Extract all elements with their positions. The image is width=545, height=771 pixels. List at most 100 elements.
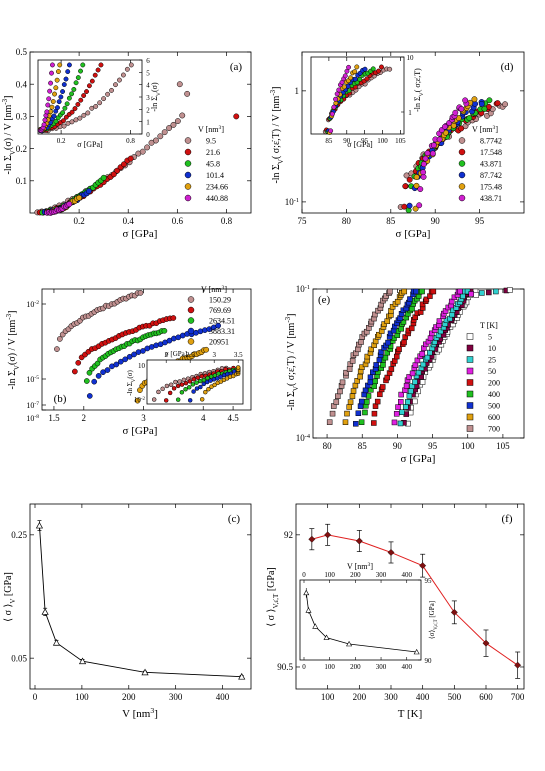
panel-b-inset-ytick-label: 10	[138, 362, 146, 370]
panel-e-point-500	[373, 362, 379, 368]
panel-e-point-700	[333, 399, 340, 405]
panel-d-inset-xtick-label: 90	[343, 137, 351, 145]
panel-a-point-440.88	[66, 201, 73, 208]
panel-a-inset-xtick-label: 0.8	[126, 137, 135, 145]
panel-e-point-600	[381, 321, 387, 327]
panel-e-point-700	[337, 388, 343, 395]
panel-d-inset-point-17.548	[379, 64, 384, 70]
panel-d-point-438.71	[420, 161, 427, 168]
panel-b-legend-marker	[187, 338, 195, 345]
panel-a-inset-point-45.8	[62, 105, 68, 111]
panel-a-legend-marker	[184, 183, 192, 190]
panel-e-point-500	[362, 387, 369, 394]
panel-e-point-700	[372, 311, 378, 318]
panel-a-inset-point-21.6	[78, 97, 84, 103]
panel-e-point-400	[382, 354, 389, 361]
panel-d-point-438.71	[422, 155, 429, 162]
panel-e-point-600	[347, 399, 354, 405]
panel-b-inset-point-150.29	[160, 386, 165, 392]
panel-a-ytick-label: 0.4	[16, 79, 28, 89]
panel-f-xlabel: T [K]	[398, 708, 423, 720]
panel-a-inset-point-9.5	[101, 96, 107, 102]
panel-a-inset-point-440.88	[49, 62, 55, 68]
panel-b-inset-point-769.69	[179, 382, 185, 387]
panel-a-legend-label: 101.4	[206, 171, 224, 180]
panel-f-marker	[324, 531, 332, 539]
panel-f-inset-marker	[303, 589, 310, 596]
panel-a-inset-point-440.88	[44, 109, 50, 115]
panel-d-inset-point-8.7742	[387, 66, 393, 72]
panel-b-legend-label: 20951	[209, 338, 229, 347]
panel-c-ytick-label: 0.05	[11, 653, 27, 663]
panel-e-point-600	[342, 419, 349, 425]
panel-e-legend-label: 200	[488, 379, 500, 388]
panel-e-point-200	[372, 403, 379, 409]
panel-a-legend-marker	[184, 148, 192, 156]
panel-e-point-25	[412, 379, 418, 385]
panel-d-ylabel: -ln ΣV( σ;ε̇,T) / V [nm-3]	[269, 86, 285, 183]
panel-a-legend-label: 9.5	[206, 137, 216, 146]
panel-a-ytick-label: 0.2	[16, 144, 27, 154]
panel-b-legend-label: 769.69	[209, 306, 231, 315]
panel-b-ylabel: -ln ΣV(σ) / V [nm-3]	[5, 311, 21, 390]
panel-e-point-700	[387, 288, 393, 295]
panel-d-point-175.48	[471, 96, 478, 103]
panel-b-inset-xtick-label: 3.5	[234, 351, 243, 359]
panel-f: 100 200 300 400 500 600 700 90.5 92 T [K] ⟨ σ ⟩V,ε…	[266, 503, 525, 720]
panel-a-ytick-label: 0.5	[16, 47, 28, 57]
panel-e-point-25	[408, 388, 414, 395]
panel-d-inset-point-175.48	[348, 75, 353, 81]
panel-a-inset-point-101.4	[66, 62, 72, 68]
panel-b-point-3883.31	[113, 361, 120, 368]
panel-a-inset-point-45.8	[53, 118, 59, 124]
panel-b-ytick-label: 10-2	[26, 300, 39, 309]
panel-e-point-10	[486, 289, 492, 296]
panel-e-point-500	[358, 398, 365, 405]
panel-b-legend-marker	[187, 296, 195, 303]
panel-b-point-769.69	[71, 368, 78, 375]
panel-e-legend-marker	[466, 333, 474, 340]
panel-a-legend-title: V [nm3]	[198, 125, 224, 134]
panel-b-point-3883.31	[104, 367, 111, 373]
panel-b-ytick-label: 10-7	[26, 401, 39, 410]
panel-b-inset-ylabel: -ln ΣV(σ)	[126, 370, 137, 396]
panel-b-inset-point-769.69	[175, 383, 181, 389]
panel-b: 1.5 2 3 4 4.5 10-2 10-5 10-7 10-8 σ [GPa] -ln ΣV(σ…	[5, 285, 252, 437]
panel-b-point-2634.51	[94, 360, 101, 367]
panel-b-inset-point-2634.51	[183, 387, 188, 392]
panel-e-point-50	[427, 335, 434, 341]
panel-d-point-43.871	[486, 97, 493, 104]
panel-a-inset-point-21.6	[89, 78, 95, 84]
panel-d-point-17.548	[406, 176, 413, 183]
panel-d-inset-point-43.871	[357, 76, 363, 82]
panel-e-point-500	[353, 421, 359, 427]
panel-e-point-600	[354, 378, 360, 384]
panel-a-point-9.5	[161, 129, 168, 136]
panel-e-legend-label: 5	[488, 333, 492, 342]
panel-b-point-769.69	[170, 315, 177, 321]
panel-f-inset-marker	[323, 634, 330, 640]
panel-a-inset-point-101.4	[65, 69, 71, 75]
panel-e-point-500	[367, 374, 374, 381]
panel-a-legend-marker	[184, 160, 192, 167]
panel-b-inset-point-20951	[199, 397, 205, 402]
panel-e-point-50	[393, 411, 400, 417]
panel-d-point-43.871	[481, 105, 488, 112]
panel-c-xtick-label: 400	[216, 692, 230, 702]
panel-b-legend-title: V [nm3]	[201, 285, 227, 294]
panel-d-legend-label: 8.7742	[480, 137, 502, 146]
panel-a-inset-point-234.66	[54, 77, 60, 83]
panel-e-point-600	[401, 288, 408, 295]
panel-b-xlabel: σ [GPa]	[123, 425, 158, 437]
panel-b-inset-point-2634.51	[197, 378, 203, 384]
panel-d-inset-point-175.48	[341, 84, 347, 90]
panel-b-xtick-label: 4	[201, 413, 206, 423]
panel-f-ytick-label: 90.5	[277, 662, 293, 672]
panel-f-marker	[482, 639, 490, 647]
panel-e-point-600	[368, 346, 374, 353]
panel-d-point-175.48	[442, 129, 449, 136]
panel-c-marker	[78, 657, 87, 665]
panel-a-inset-frame	[37, 59, 143, 135]
panel-a-legend-label: 45.8	[206, 160, 220, 169]
panel-d-point-17.548	[402, 183, 409, 190]
